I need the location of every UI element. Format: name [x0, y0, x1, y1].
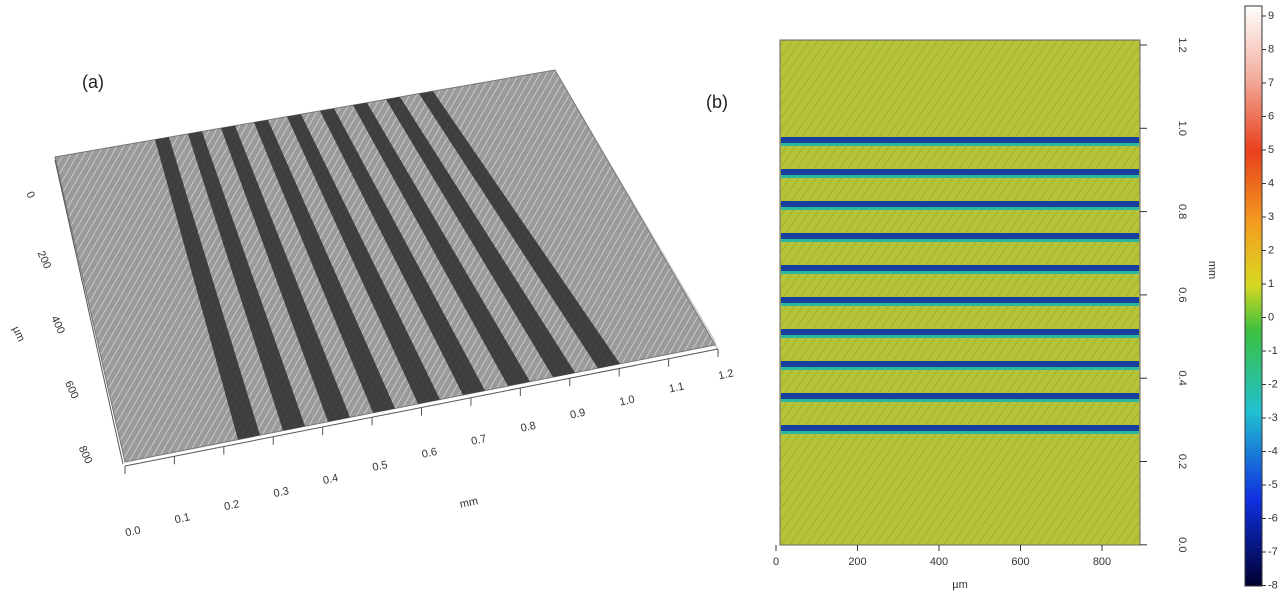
groove-edge [781, 335, 1139, 338]
figure: (a) mm µm (b) µm mm 0.0 0.1 0.2 0.3 0.4 0.5 0.… [0, 0, 1282, 593]
colorbar-tick-label: 8 [1268, 43, 1274, 55]
axis-title: mm [459, 495, 479, 511]
groove-edge [781, 239, 1139, 242]
groove-band [781, 361, 1139, 367]
y-tick-label: 0.6 [1176, 287, 1188, 302]
y-tick-label: 1.0 [1176, 121, 1188, 136]
x-tick-label: 0.6 [421, 446, 438, 461]
colorbar [1245, 6, 1262, 586]
groove-band [781, 425, 1139, 431]
y-tick-label: 400 [48, 314, 67, 336]
x-tick-label: 1.2 [717, 367, 734, 382]
panel-label: (a) [82, 72, 104, 92]
colorbar-tick-label: 3 [1268, 211, 1274, 223]
groove-band [781, 233, 1139, 239]
colorbar-tick-label: -7 [1268, 546, 1278, 558]
colorbar-tick-label: 7 [1268, 77, 1274, 89]
groove-edge [781, 143, 1139, 146]
y-tick-label: 0.0 [1176, 537, 1188, 552]
colorbar-tick-label: -3 [1268, 412, 1278, 424]
x-tick-label: 800 [1093, 556, 1111, 568]
x-tick-label: 0.7 [470, 433, 487, 448]
colorbar-tick-label: -4 [1268, 445, 1278, 457]
colorbar-tick-label: -6 [1268, 512, 1278, 524]
groove-band [781, 169, 1139, 175]
colorbar-tick-label: -2 [1268, 378, 1278, 390]
groove-band [781, 201, 1139, 207]
panel-label: (b) [706, 92, 728, 112]
groove-edge [781, 431, 1139, 434]
y-tick-label: 0.4 [1176, 371, 1188, 386]
y-tick-label: 800 [76, 444, 95, 466]
x-tick-label: 400 [930, 556, 948, 568]
y-tick-label: 0.2 [1176, 454, 1188, 469]
colorbar-tick-label: -1 [1268, 345, 1278, 357]
x-tick-label: 0 [773, 556, 779, 568]
x-tick-label: 0.8 [520, 420, 537, 435]
colorbar-tick-label: 5 [1268, 144, 1274, 156]
axis-title: µm [10, 324, 27, 343]
groove-edge [781, 207, 1139, 210]
groove-edge [781, 303, 1139, 306]
x-tick-label: 0.0 [124, 524, 141, 539]
x-tick-label: 0.4 [322, 472, 339, 487]
x-tick-label: 1.1 [668, 381, 685, 396]
groove-edge [781, 367, 1139, 370]
y-tick-label: 600 [62, 379, 81, 401]
y-tick-label: 0.8 [1176, 204, 1188, 219]
x-tick-label: 0.9 [569, 407, 586, 422]
y-tick-label: 0 [23, 190, 36, 201]
x-tick-label: 1.0 [618, 394, 635, 409]
groove-band [781, 393, 1139, 399]
groove-edge [781, 175, 1139, 178]
colorbar-tick-label: 4 [1268, 177, 1274, 189]
colorbar-tick-label: 2 [1268, 244, 1274, 256]
groove-band [781, 329, 1139, 335]
height-map [780, 40, 1140, 545]
groove-band [781, 265, 1139, 271]
colorbar-tick-label: -8 [1268, 579, 1278, 591]
x-tick-label: 0.3 [273, 485, 290, 500]
colorbar-tick-label: 1 [1268, 278, 1274, 290]
x-tick-label: 0.2 [223, 498, 240, 513]
y-tick-label: 200 [35, 249, 54, 271]
page: {"panel_a": {"label": "(a)", "x_axis": {… [0, 0, 1282, 593]
x-tick-label: 0.5 [371, 459, 388, 474]
x-tick-label: 200 [848, 556, 866, 568]
groove-edge [781, 399, 1139, 402]
y-tick-label: 1.2 [1176, 37, 1188, 52]
axis-title: mm [1206, 261, 1218, 279]
axis-title: µm [952, 579, 968, 591]
groove-edge [781, 271, 1139, 274]
colorbar-tick-label: 6 [1268, 110, 1274, 122]
x-tick-label: 600 [1011, 556, 1029, 568]
x-tick-label: 0.1 [174, 511, 191, 526]
groove-band [781, 297, 1139, 303]
colorbar-tick-label: 0 [1268, 311, 1274, 323]
colorbar-tick-label: 9 [1268, 10, 1274, 22]
groove-band [781, 137, 1139, 143]
colorbar-tick-label: -5 [1268, 479, 1278, 491]
